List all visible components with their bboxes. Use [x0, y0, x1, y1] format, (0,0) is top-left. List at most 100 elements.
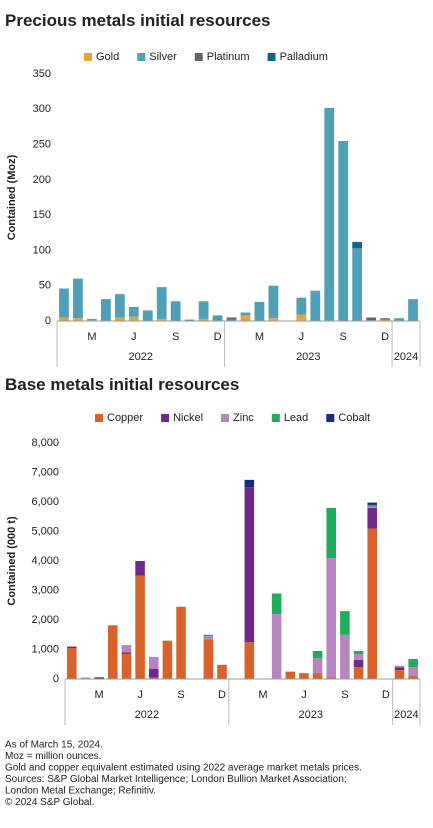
y-tick-label: 1,000 — [31, 643, 59, 655]
bar-segment — [87, 318, 97, 321]
legend-label: Gold — [96, 51, 119, 63]
bar-segment — [135, 575, 145, 679]
y-axis-label: Contained (000 t) — [6, 516, 18, 606]
bar-segment — [254, 301, 265, 321]
bar-segment — [108, 625, 118, 679]
y-tick-label: 300 — [33, 103, 51, 115]
x-tick-label: D — [381, 331, 389, 343]
bar-segment — [162, 640, 173, 679]
bar-segment — [135, 561, 145, 576]
bar-segment — [408, 667, 418, 677]
y-tick-label: 50 — [39, 280, 51, 292]
y-tick-label: 4,000 — [31, 555, 59, 567]
bar-segment — [128, 306, 139, 317]
bar-segment — [156, 287, 167, 319]
legend-label: Zinc — [233, 412, 254, 424]
y-tick-label: 2,000 — [31, 614, 59, 626]
bar-segment — [394, 665, 405, 668]
bar-segment — [367, 528, 377, 679]
bar-segment — [271, 593, 282, 615]
bar-segment — [142, 310, 153, 321]
footnote: © 2024 S&P Global. — [5, 797, 94, 808]
legend-label: Platinum — [207, 51, 250, 63]
bar-segment — [176, 606, 186, 679]
bar-segment — [296, 297, 307, 315]
legend-swatch — [271, 414, 280, 422]
y-tick-label: 100 — [33, 244, 51, 256]
bar-segment — [268, 285, 279, 319]
bar-segment — [271, 614, 282, 679]
legend-swatch — [267, 53, 276, 61]
bar-segment — [340, 634, 350, 679]
bar-segment — [394, 318, 404, 321]
x-tick-label: M — [255, 331, 264, 343]
y-tick-label: 5,000 — [31, 525, 59, 537]
x-tick-label: M — [87, 331, 96, 343]
x-tick-label: D — [218, 689, 226, 701]
bar-segment — [326, 677, 337, 679]
bar-segment — [244, 487, 255, 643]
x-tick-label: J — [301, 689, 307, 701]
bar-segment — [212, 315, 223, 321]
bar-segment — [312, 650, 323, 659]
bar-segment — [366, 317, 377, 321]
bar-segment — [312, 673, 323, 679]
footnote: Sources: S&P Global Market Intelligence;… — [5, 774, 347, 785]
bar-segment — [73, 278, 83, 319]
bar-segment — [380, 319, 390, 321]
bar-segment — [203, 639, 214, 679]
bar-segment — [367, 502, 377, 505]
group-label: 2023 — [296, 351, 320, 363]
bar-segment — [67, 648, 77, 679]
footnote: Gold and copper equivalent estimated usi… — [5, 763, 362, 774]
bar-segment — [353, 667, 364, 679]
bar-segment — [114, 294, 125, 318]
bar-segment — [226, 319, 237, 321]
bar-segment — [244, 642, 255, 679]
bar-segment — [338, 141, 349, 321]
x-tick-label: M — [95, 689, 104, 701]
legend-swatch — [95, 414, 103, 422]
group-label: 2022 — [129, 351, 153, 363]
bar-segment — [94, 677, 104, 679]
legend-swatch — [161, 414, 170, 422]
y-tick-label: 150 — [33, 209, 51, 221]
x-tick-label: J — [137, 689, 143, 701]
group-label: 2023 — [299, 709, 323, 721]
legend-label: Silver — [149, 51, 177, 63]
bar-segment — [326, 558, 337, 678]
legend-swatch — [84, 53, 92, 61]
legend-swatch — [137, 53, 146, 61]
bar-segment — [100, 299, 111, 321]
x-tick-label: J — [299, 331, 305, 343]
x-tick-label: S — [172, 331, 179, 343]
x-tick-label: S — [177, 689, 184, 701]
bar-segment — [198, 318, 209, 321]
bar-segment — [285, 671, 296, 679]
y-tick-label: 3,000 — [31, 584, 59, 596]
footnote: London Metal Exchange; Refinitiv. — [5, 786, 156, 797]
x-tick-label: D — [382, 689, 390, 701]
bar-segment — [114, 317, 125, 321]
bar-segment — [240, 315, 251, 321]
bar-segment — [198, 301, 209, 319]
bar-segment — [121, 653, 132, 679]
bar-segment — [380, 318, 390, 320]
legend-label: Copper — [107, 412, 143, 424]
bar-segment — [324, 107, 335, 321]
legend-label: Palladium — [280, 51, 328, 63]
y-tick-label: 250 — [33, 138, 51, 150]
bar-segment — [353, 653, 364, 660]
bar-segment — [408, 676, 418, 679]
bar-segment — [312, 658, 323, 674]
bar-segment — [128, 316, 139, 321]
y-tick-label: 8,000 — [31, 437, 59, 449]
x-tick-label: S — [341, 689, 348, 701]
group-label: 2024 — [394, 351, 418, 363]
bar-segment — [148, 656, 159, 669]
bar-segment — [367, 504, 377, 507]
y-tick-label: 0 — [45, 315, 51, 327]
legend-swatch — [221, 414, 230, 422]
bar-segment — [170, 301, 181, 321]
